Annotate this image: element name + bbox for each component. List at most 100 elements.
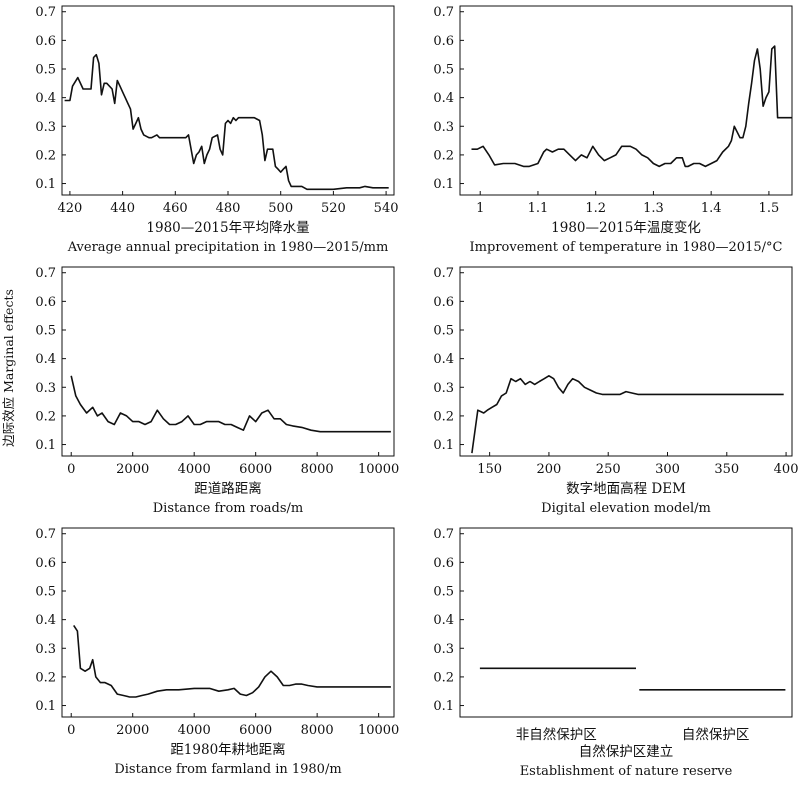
x-tick-label: 520 — [321, 201, 346, 216]
x-axis-title-en: Establishment of nature reserve — [520, 764, 733, 779]
y-tick-label: 0.7 — [433, 5, 454, 20]
x-tick-label: 4000 — [178, 723, 211, 738]
y-tick-label: 0.2 — [35, 670, 56, 685]
y-tick-label: 0.6 — [433, 295, 454, 310]
y-tick-label: 0.5 — [433, 63, 454, 78]
x-tick-label: 1.2 — [585, 201, 606, 216]
y-tick-label: 0.3 — [433, 381, 454, 396]
y-tick-label: 0.5 — [433, 324, 454, 339]
x-axis-title-en: Average annual precipitation in 1980—201… — [67, 240, 389, 255]
y-tick-label: 0.4 — [35, 91, 56, 106]
y-tick-label: 0.2 — [433, 148, 454, 163]
y-tick-label: 0.6 — [35, 556, 56, 571]
series-line-1 — [64, 53, 389, 191]
y-tick-label: 0.1 — [433, 177, 454, 192]
y-tick-label: 0.2 — [35, 148, 56, 163]
x-tick-label: 4000 — [178, 462, 211, 477]
x-tick-label: 6000 — [239, 462, 272, 477]
plot-frame — [459, 266, 793, 457]
y-tick-label: 0.1 — [35, 438, 56, 453]
x-axis-title-en: Digital elevation model/m — [541, 501, 711, 516]
x-tick-label: 400 — [774, 462, 799, 477]
category-label: 非自然保护区 — [516, 726, 597, 743]
x-axis-title-cn: 距1980年耕地距离 — [170, 741, 285, 758]
x-tick-label: 10000 — [358, 723, 399, 738]
x-tick-label: 500 — [268, 201, 293, 216]
x-tick-label: 2000 — [116, 723, 149, 738]
y-tick-label: 0.2 — [433, 409, 454, 424]
y-tick-label: 0.4 — [433, 352, 454, 367]
y-tick-label: 0.7 — [433, 527, 454, 542]
y-tick-label: 0.1 — [35, 699, 56, 714]
y-tick-label: 0.1 — [433, 699, 454, 714]
series-line-1 — [73, 624, 391, 698]
y-tick-label: 0.6 — [433, 556, 454, 571]
y-tick-label: 0.2 — [35, 409, 56, 424]
y-tick-label: 0.3 — [433, 642, 454, 657]
plot-frame — [61, 527, 395, 718]
y-tick-label: 0.5 — [35, 63, 56, 78]
x-tick-label: 10000 — [358, 462, 399, 477]
y-tick-label: 0.1 — [433, 438, 454, 453]
x-axis-title-en: Distance from roads/m — [153, 501, 304, 516]
x-axis-title-en: Distance from farmland in 1980/m — [114, 762, 341, 777]
x-axis-title-cn: 1980—2015年平均降水量 — [146, 220, 309, 236]
x-axis-title-cn: 自然保护区建立 — [579, 743, 674, 760]
x-tick-label: 1.4 — [701, 201, 722, 216]
shared-y-axis-label: 边际效应 Marginal effects — [1, 289, 16, 447]
plot-frame — [459, 5, 793, 196]
series-line-1 — [471, 45, 792, 168]
panel-3: 0.1 0.2 0.3 0.4 0.5 0.6 0.7 0 2000 4000 6000 8000 10… — [35, 266, 399, 516]
y-tick-label: 0.7 — [433, 266, 454, 281]
plot-frame — [61, 266, 395, 457]
y-tick-label: 0.6 — [35, 34, 56, 49]
y-tick-label: 0.3 — [433, 120, 454, 135]
y-tick-label: 0.7 — [35, 527, 56, 542]
x-tick-label: 8000 — [301, 462, 334, 477]
x-tick-label: 2000 — [116, 462, 149, 477]
y-tick-label: 0.7 — [35, 266, 56, 281]
x-tick-label: 420 — [57, 201, 82, 216]
x-tick-label: 0 — [67, 462, 75, 477]
y-tick-label: 0.6 — [35, 295, 56, 310]
x-tick-label: 1.5 — [759, 201, 780, 216]
x-tick-label: 1.1 — [528, 201, 549, 216]
x-axis-title-cn: 1980—2015年温度变化 — [551, 220, 701, 236]
x-tick-label: 540 — [374, 201, 399, 216]
plot-frame — [61, 5, 395, 196]
panel-4: 0.1 0.2 0.3 0.4 0.5 0.6 0.7 150 200 250 300 350 400 数… — [433, 266, 798, 516]
y-tick-label: 0.6 — [433, 34, 454, 49]
x-tick-label: 250 — [596, 462, 621, 477]
y-tick-label: 0.4 — [35, 613, 56, 628]
x-axis-title-en: Improvement of temperature in 1980—2015/… — [470, 240, 783, 255]
y-tick-label: 0.7 — [35, 5, 56, 20]
series-line-1 — [70, 375, 391, 433]
y-tick-label: 0.1 — [35, 177, 56, 192]
x-tick-label: 150 — [477, 462, 502, 477]
panel-2: 0.1 0.2 0.3 0.4 0.5 0.6 0.7 1 1.1 1.2 1.3 1.4 1.5 198… — [433, 5, 793, 255]
y-tick-label: 0.4 — [433, 91, 454, 106]
x-tick-label: 1.3 — [643, 201, 664, 216]
y-tick-label: 0.4 — [433, 613, 454, 628]
panel-5: 0.1 0.2 0.3 0.4 0.5 0.6 0.7 0 2000 4000 6000 8000 10… — [35, 527, 399, 777]
x-tick-label: 300 — [655, 462, 680, 477]
x-tick-label: 0 — [67, 723, 75, 738]
y-tick-label: 0.3 — [35, 120, 56, 135]
plot-frame — [459, 527, 793, 718]
x-axis-title-cn: 距道路距离 — [194, 480, 262, 497]
y-tick-label: 0.4 — [35, 352, 56, 367]
x-tick-label: 480 — [216, 201, 241, 216]
x-tick-label: 1 — [476, 201, 484, 216]
series-line-1 — [471, 374, 784, 454]
x-tick-label: 350 — [714, 462, 739, 477]
x-tick-label: 8000 — [301, 723, 334, 738]
x-tick-label: 200 — [537, 462, 562, 477]
panel-1: 0.1 0.2 0.3 0.4 0.5 0.6 0.7 420 440 460 480 500 520 5… — [35, 5, 398, 255]
category-label: 自然保护区 — [682, 726, 750, 743]
y-tick-label: 0.5 — [35, 324, 56, 339]
x-axis-title-cn: 数字地面高程 DEM — [566, 480, 686, 497]
y-tick-label: 0.5 — [433, 585, 454, 600]
x-tick-label: 460 — [163, 201, 188, 216]
